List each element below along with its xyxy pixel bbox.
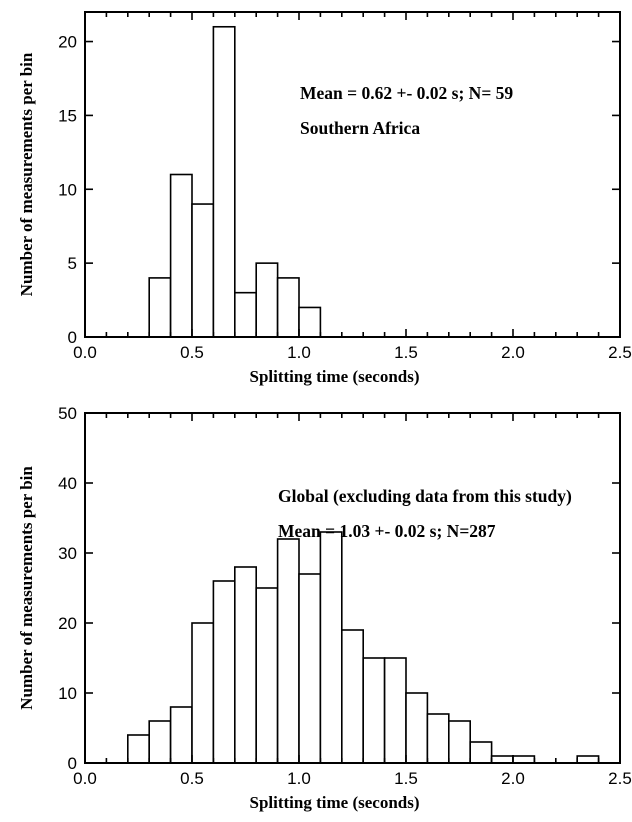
annotation-text: Southern Africa — [300, 118, 420, 138]
y-tick-label: 10 — [58, 684, 77, 703]
histogram-bar — [383, 657, 407, 764]
histogram-bar — [276, 538, 300, 764]
histogram-bar — [362, 657, 386, 764]
histogram-bar — [148, 720, 172, 764]
y-tick-label: 20 — [58, 33, 77, 52]
y-tick-label: 30 — [58, 544, 77, 563]
y-tick-label: 50 — [58, 404, 77, 423]
histogram-bar — [576, 755, 600, 764]
histogram-global: 0.0 0.5 1.0 1.5 2.0 2.5 0 10 20 30 40 50 Splitting t… — [17, 404, 632, 812]
x-tick-label: 2.0 — [501, 343, 525, 362]
histogram-bar — [234, 291, 258, 338]
annotation-text: Mean = 1.03 +- 0.02 s; N=287 — [278, 521, 496, 541]
y-tick-label: 20 — [58, 614, 77, 633]
histogram-bar — [255, 262, 279, 338]
histogram-southern-africa: 0.0 0.5 1.0 1.5 2.0 2.5 0 5 10 15 20 Splitting time… — [17, 11, 632, 386]
plot-frame — [84, 412, 621, 764]
histogram-bar — [490, 755, 514, 764]
x-tick-label: 0.5 — [180, 343, 204, 362]
y-tick-label: 0 — [68, 328, 77, 347]
annotation-text: Mean = 0.62 +- 0.02 s; N= 59 — [300, 83, 513, 103]
histogram-bar — [426, 713, 450, 764]
histogram-bar — [212, 25, 236, 338]
histogram-bar — [447, 720, 471, 764]
y-tick-label: 40 — [58, 474, 77, 493]
histogram-bar — [234, 566, 258, 764]
y-tick-label: 10 — [58, 180, 77, 199]
x-tick-label: 0.0 — [73, 343, 97, 362]
histogram-bar — [469, 741, 493, 764]
histogram-bar — [255, 587, 279, 764]
x-tick-label: 0.0 — [73, 769, 97, 788]
annotation-text: Global (excluding data from this study) — [278, 486, 572, 506]
x-tick-label: 1.0 — [287, 769, 311, 788]
y-axis-title: Number of measurements per bin — [17, 466, 36, 710]
histogram-bar — [512, 755, 536, 764]
x-tick-label: 0.5 — [180, 769, 204, 788]
histogram-bar — [191, 622, 215, 764]
histogram-bar — [212, 580, 236, 764]
y-tick-label: 15 — [58, 106, 77, 125]
histogram-bar — [405, 692, 429, 764]
y-axis-title: Number of measurements per bin — [17, 52, 36, 296]
x-tick-label: 2.0 — [501, 769, 525, 788]
x-tick-label: 2.5 — [608, 769, 632, 788]
y-tick-label: 0 — [68, 754, 77, 773]
x-tick-label: 1.5 — [394, 343, 418, 362]
x-tick-label: 1.5 — [394, 769, 418, 788]
x-tick-label: 2.5 — [608, 343, 632, 362]
x-axis-title: Splitting time (seconds) — [250, 367, 420, 386]
x-axis-title: Splitting time (seconds) — [250, 793, 420, 812]
histogram-bar — [191, 203, 215, 338]
plot-frame — [84, 11, 621, 338]
histogram-bar — [148, 277, 172, 338]
histogram-bar — [340, 629, 364, 764]
histogram-bar — [169, 706, 193, 764]
histogram-bar — [298, 573, 322, 764]
histogram-bar — [319, 531, 343, 764]
x-tick-label: 1.0 — [287, 343, 311, 362]
histogram-bar — [276, 277, 300, 338]
y-tick-label: 5 — [68, 254, 77, 273]
histogram-bar — [127, 734, 151, 764]
histogram-bar — [298, 306, 322, 338]
histogram-bar — [169, 173, 193, 338]
